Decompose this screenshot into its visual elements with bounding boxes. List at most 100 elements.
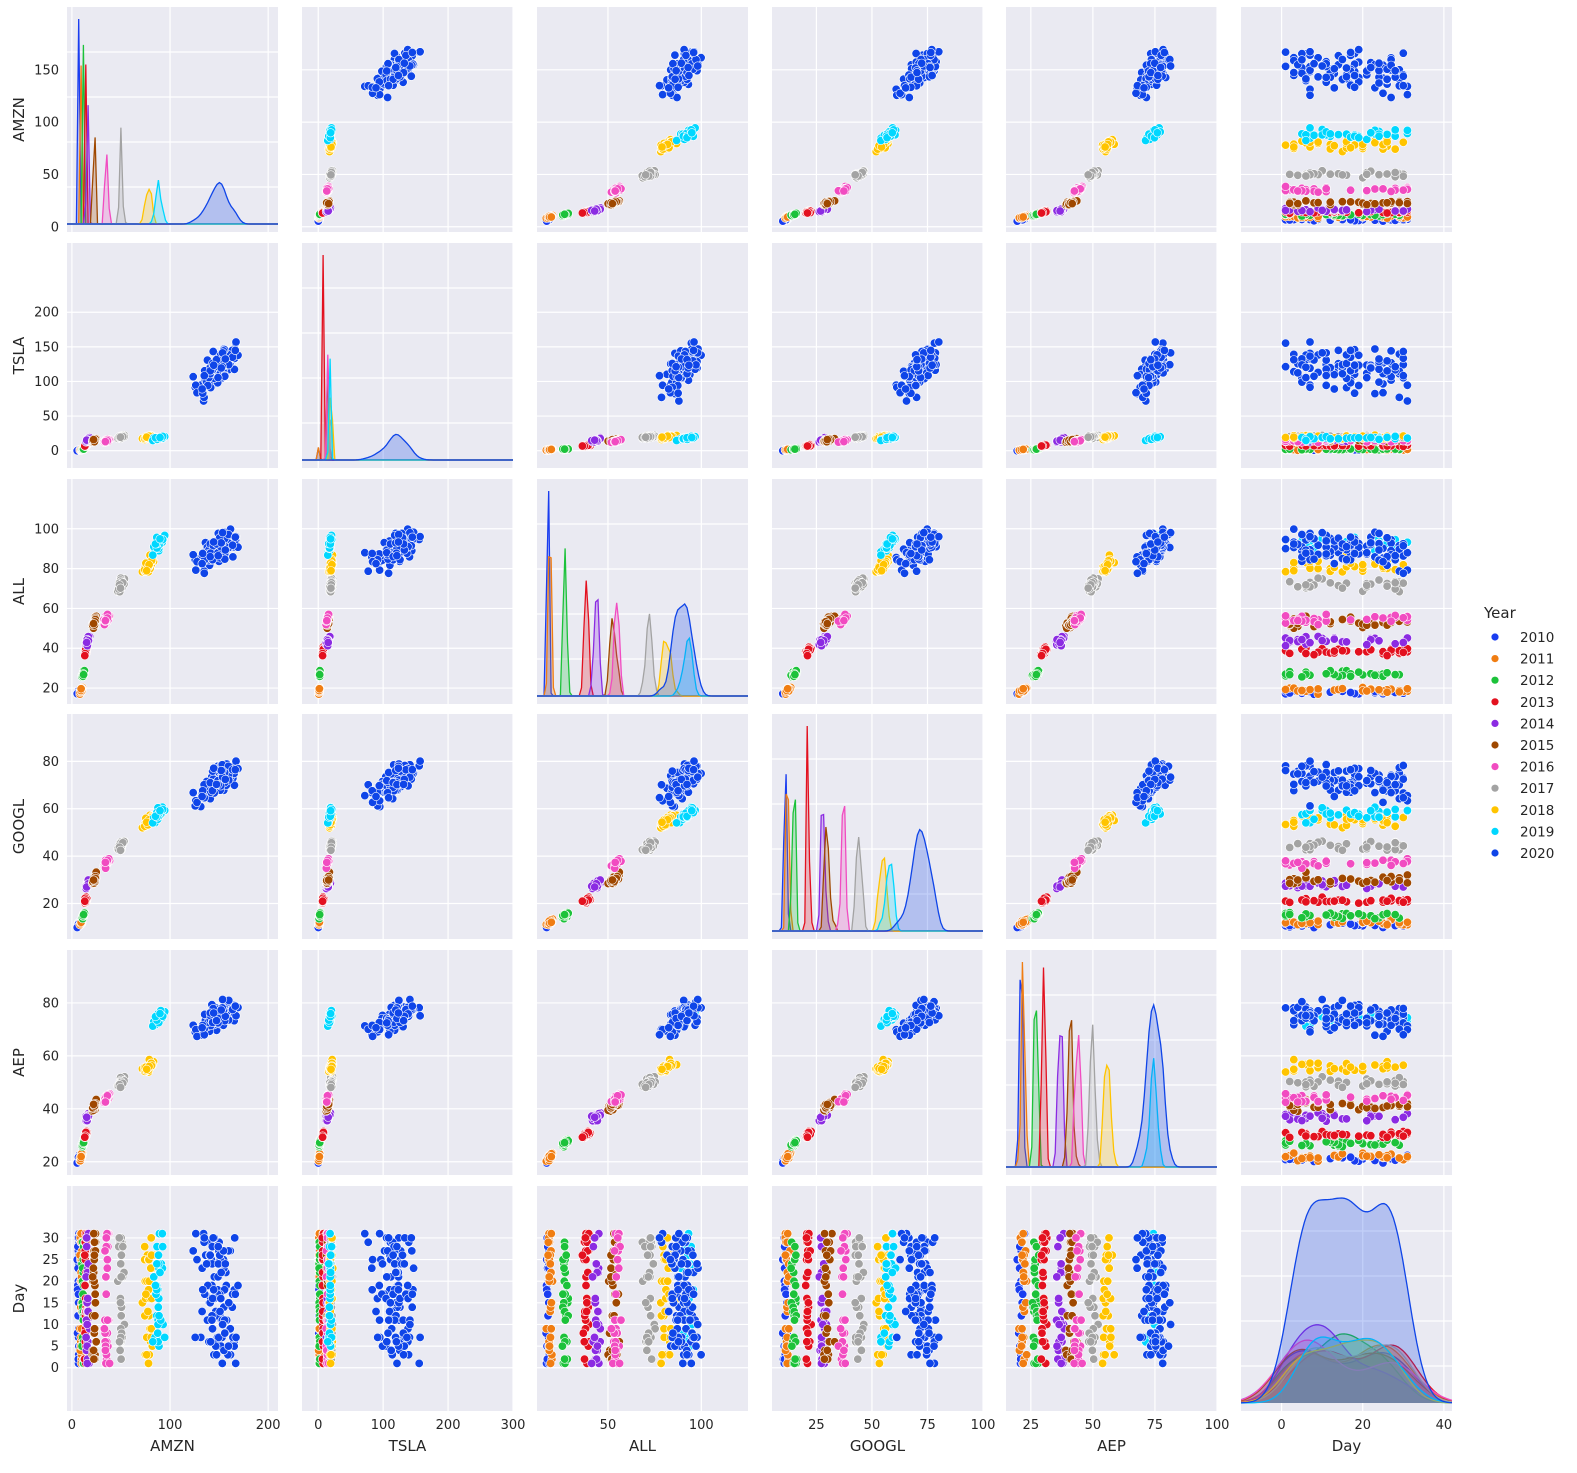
scatter-point-2017 <box>641 432 651 442</box>
scatter-point-2020 <box>1309 59 1319 69</box>
scatter-point-2020 <box>934 337 944 347</box>
scatter-point-2020 <box>1342 72 1352 82</box>
scatter-point-2016 <box>610 437 620 447</box>
scatter-point-2015 <box>1325 197 1335 207</box>
scatter-point-2016 <box>1293 186 1303 196</box>
scatter-point-2015 <box>607 199 617 209</box>
scatter-point-2019 <box>1390 431 1400 441</box>
scatter-point-2014 <box>1317 205 1327 215</box>
panel-background <box>67 7 278 232</box>
scatter-point-2019 <box>1152 432 1162 442</box>
scatter-point-2019 <box>1374 131 1384 141</box>
scatter-point-2020 <box>1398 48 1408 58</box>
scatter-point-2020 <box>904 93 914 103</box>
scatter-point-2020 <box>1281 61 1291 71</box>
scatter-point-2014 <box>590 206 600 216</box>
scatter-point-2020 <box>901 396 911 406</box>
scatter-point-2020 <box>205 552 215 562</box>
scatter-point-2020 <box>1374 377 1384 387</box>
scatter-point-2020 <box>1153 71 1163 81</box>
scatter-point-2020 <box>383 59 393 69</box>
panel-AMZN-vs-TSLA <box>302 7 514 232</box>
y-tick-label: 50 <box>42 410 59 425</box>
scatter-point-2011 <box>1018 212 1028 222</box>
scatter-point-2020 <box>216 538 226 548</box>
scatter-point-2020 <box>230 532 240 542</box>
scatter-point-2019 <box>1402 433 1412 443</box>
kde-fill-2017 <box>67 127 278 224</box>
scatter-point-2020 <box>389 48 399 58</box>
scatter-point-2012 <box>79 670 89 680</box>
scatter-point-2016 <box>100 616 110 626</box>
panel-background <box>302 243 513 468</box>
scatter-point-2020 <box>1317 61 1327 71</box>
scatter-point-2015 <box>89 435 99 445</box>
scatter-point-2019 <box>1333 130 1343 140</box>
scatter-point-2017 <box>116 432 126 442</box>
scatter-point-2013 <box>577 208 587 218</box>
scatter-point-2019 <box>155 534 165 544</box>
scatter-point-2020 <box>415 47 425 57</box>
scatter-point-2017 <box>1337 170 1347 180</box>
scatter-point-2016 <box>1346 185 1356 195</box>
scatter-point-2020 <box>1131 88 1141 98</box>
scatter-point-2020 <box>1354 380 1364 390</box>
scatter-point-2020 <box>407 47 417 57</box>
scatter-point-2020 <box>899 371 909 381</box>
scatter-point-2020 <box>199 371 209 381</box>
scatter-point-2020 <box>1398 371 1408 381</box>
scatter-point-2018 <box>1289 142 1299 152</box>
scatter-point-2020 <box>228 540 238 550</box>
scatter-point-2015 <box>1370 199 1380 209</box>
scatter-point-2016 <box>1069 437 1079 447</box>
scatter-point-2020 <box>197 559 207 569</box>
scatter-point-2015 <box>324 199 334 209</box>
scatter-point-2020 <box>1402 90 1412 100</box>
scatter-point-2018 <box>142 566 152 576</box>
panel-background <box>537 243 748 468</box>
scatter-point-2016 <box>1281 182 1291 192</box>
scatter-point-2020 <box>1144 373 1154 383</box>
scatter-point-2018 <box>1289 432 1299 442</box>
scatter-point-2017 <box>1285 169 1295 179</box>
scatter-point-2020 <box>391 62 401 72</box>
scatter-point-2020 <box>1309 371 1319 381</box>
panel-background <box>772 7 983 232</box>
scatter-point-2020 <box>228 552 238 562</box>
y-tick-label: 0 <box>51 444 59 459</box>
scatter-point-2020 <box>895 88 905 98</box>
scatter-point-2020 <box>1386 346 1396 356</box>
scatter-point-2020 <box>1374 364 1384 374</box>
scatter-point-2020 <box>209 360 219 370</box>
scatter-point-2020 <box>197 384 207 394</box>
kde-line-2020 <box>67 181 278 225</box>
scatter-point-2020 <box>1329 83 1339 93</box>
scatter-point-2020 <box>689 345 699 355</box>
scatter-point-2018 <box>1313 137 1323 147</box>
scatter-point-2020 <box>689 47 699 57</box>
scatter-point-2020 <box>927 360 937 370</box>
scatter-point-2019 <box>1382 129 1392 139</box>
scatter-point-2018 <box>1382 137 1392 147</box>
panel-AMZN-vs-GOOGL <box>772 7 984 232</box>
scatter-point-2020 <box>1374 354 1384 364</box>
scatter-point-2019 <box>687 128 697 138</box>
y-tick-label: 150 <box>34 63 59 78</box>
scatter-point-2020 <box>1386 93 1396 103</box>
scatter-point-2020 <box>383 93 393 103</box>
scatter-point-2016 <box>1378 184 1388 194</box>
scatter-point-2016 <box>1370 184 1380 194</box>
scatter-point-2011 <box>546 444 556 454</box>
scatter-point-2019 <box>148 550 158 560</box>
scatter-point-2014 <box>1398 206 1408 216</box>
scatter-point-2018 <box>1329 141 1339 151</box>
scatter-point-2020 <box>912 355 922 365</box>
scatter-point-2020 <box>1350 82 1360 92</box>
scatter-point-2020 <box>1156 62 1166 72</box>
scatter-point-2015 <box>1301 196 1311 206</box>
scatter-point-2020 <box>371 83 381 93</box>
scatter-point-2015 <box>1067 199 1077 209</box>
scatter-point-2017 <box>1362 169 1372 179</box>
